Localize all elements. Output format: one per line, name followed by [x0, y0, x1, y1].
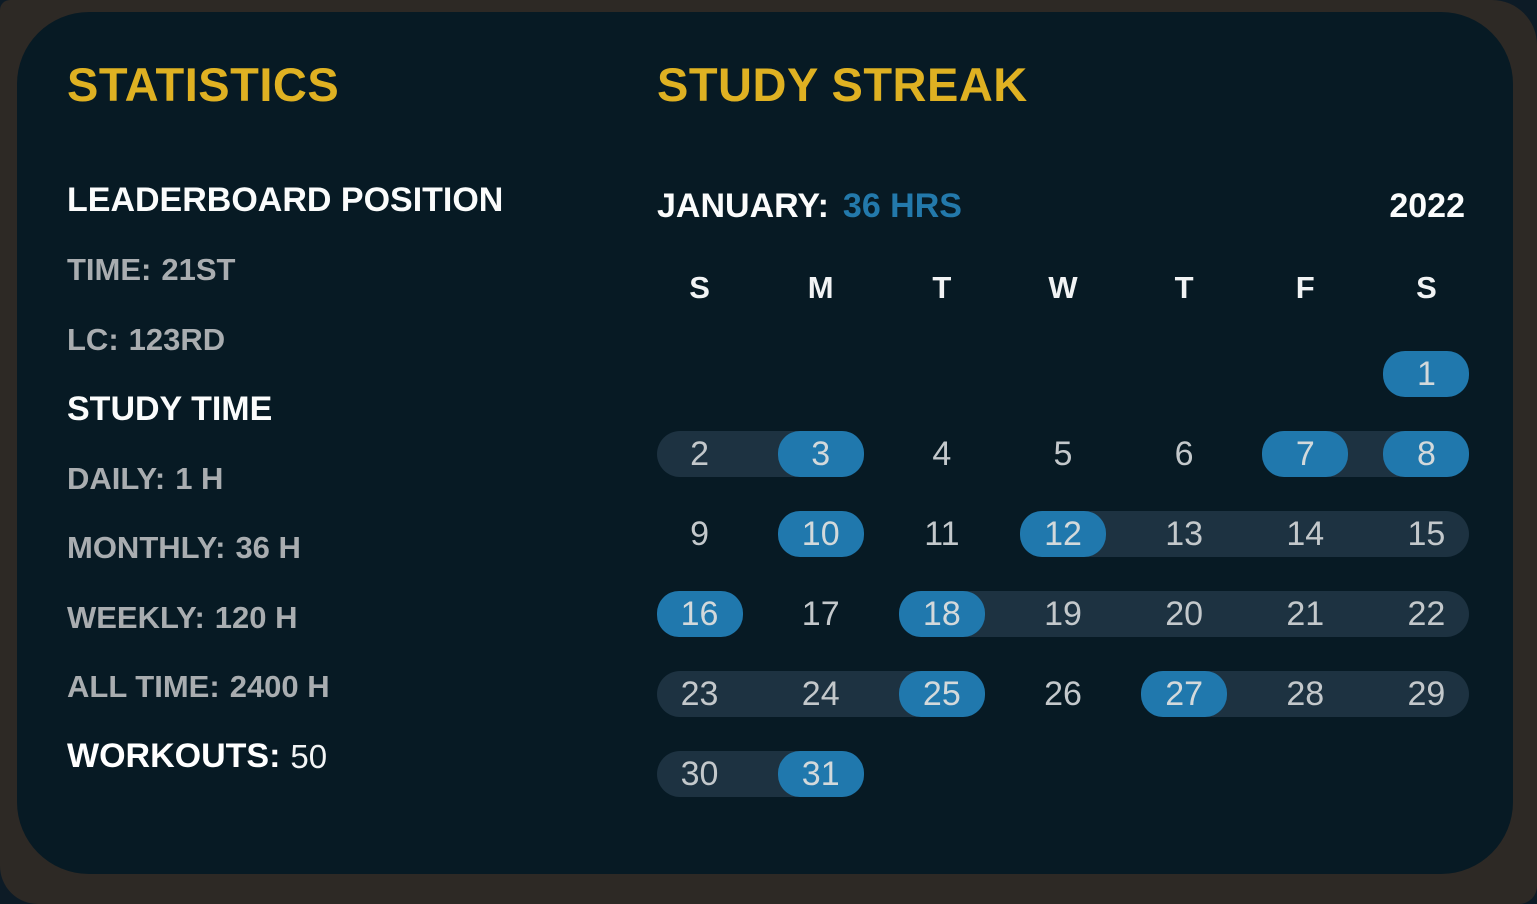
stat-value: 21ST: [161, 252, 236, 288]
calendar-day[interactable]: 9: [690, 515, 710, 553]
stat-line: STUDY TIME: [67, 375, 627, 445]
calendar-day[interactable]: 3: [777, 431, 864, 477]
calendar-week: 9 10 11 12 13 14 15: [639, 494, 1487, 574]
calendar-day[interactable]: 13: [1165, 515, 1204, 553]
weekday-header: W: [1048, 270, 1078, 305]
stat-value: 50: [290, 737, 328, 775]
statistics-title: STATISTICS: [67, 58, 340, 111]
calendar-day[interactable]: 18: [898, 591, 985, 637]
calendar-week: 16 17 18 19 20 21 22: [639, 574, 1487, 654]
calendar-day[interactable]: 6: [1174, 435, 1194, 473]
stat-label: WORKOUTS:: [67, 737, 281, 776]
calendar-day[interactable]: 22: [1407, 595, 1446, 633]
stat-label: TIME:: [67, 252, 152, 288]
streak-range-pill: [898, 591, 1470, 637]
stat-value: 1 H: [175, 460, 224, 496]
calendar-day[interactable]: 11: [924, 515, 960, 553]
calendar-day[interactable]: 8: [1383, 431, 1470, 477]
year-label: 2022: [1389, 186, 1465, 225]
calendar-day[interactable]: 15: [1407, 515, 1446, 553]
calendar-week: 1: [639, 334, 1487, 414]
calendar-day[interactable]: 23: [680, 675, 719, 713]
stat-line: DAILY: 1 H: [67, 444, 627, 514]
stat-line: WORKOUTS: 50: [67, 722, 627, 792]
month-label: JANUARY:: [657, 186, 829, 225]
stat-label: WEEKLY:: [67, 599, 205, 635]
stat-line: WEEKLY: 120 H: [67, 583, 627, 653]
calendar-day[interactable]: 10: [777, 511, 864, 557]
calendar-grid: 1 2 3 4 5 6 7 8 9 10 11 12 13 14 15 16 17 18 19 20 21 22 23 24 2…: [639, 334, 1487, 814]
weekday-header: T: [932, 270, 952, 305]
study-streak-title: STUDY STREAK: [657, 58, 1028, 111]
stat-line: LC: 123RD: [67, 305, 627, 375]
calendar-day[interactable]: 4: [932, 435, 952, 473]
calendar-day[interactable]: 1: [1383, 351, 1470, 397]
calendar-day[interactable]: 24: [801, 675, 840, 713]
weekday-header: S: [689, 270, 710, 305]
weekday-header: S: [1416, 270, 1437, 305]
calendar-day[interactable]: 31: [777, 751, 864, 797]
month-hours: 36 HRS: [842, 186, 962, 225]
calendar-day[interactable]: 19: [1044, 595, 1082, 633]
calendar-day[interactable]: 28: [1286, 675, 1325, 713]
stat-line: LEADERBOARD POSITION: [67, 166, 627, 236]
stat-label: MONTHLY:: [67, 530, 226, 566]
stat-value: 120 H: [214, 599, 298, 635]
calendar-week: 30 31: [639, 734, 1487, 814]
stat-line: TIME: 21ST: [67, 236, 627, 306]
calendar-day[interactable]: 25: [898, 671, 985, 717]
calendar-day[interactable]: 7: [1262, 431, 1349, 477]
calendar-week: 23 24 25 26 27 28 29: [639, 654, 1487, 734]
month-summary: JANUARY: 36 HRS 2022: [657, 186, 1465, 226]
stat-label: STUDY TIME: [67, 389, 273, 428]
weekday-header: M: [807, 270, 834, 305]
stat-label: DAILY:: [67, 460, 166, 496]
stat-value: 123RD: [128, 321, 226, 357]
calendar-day[interactable]: 14: [1286, 515, 1325, 553]
weekday-header: T: [1174, 270, 1194, 305]
stat-line: ALL TIME: 2400 H: [67, 653, 627, 723]
calendar-day[interactable]: 5: [1053, 435, 1073, 473]
stat-label: LEADERBOARD POSITION: [67, 181, 504, 220]
calendar-day[interactable]: 29: [1407, 675, 1446, 713]
calendar-day[interactable]: 17: [801, 595, 840, 633]
weekday-header: F: [1295, 270, 1315, 305]
calendar-day[interactable]: 21: [1286, 595, 1325, 633]
stats-card: STATISTICS LEADERBOARD POSITION TIME: 21ST…: [17, 12, 1513, 874]
stat-value: 2400 H: [229, 669, 330, 705]
calendar-day[interactable]: 27: [1141, 671, 1228, 717]
calendar-day[interactable]: 16: [656, 591, 743, 637]
calendar-day[interactable]: 12: [1020, 511, 1106, 557]
calendar-day[interactable]: 26: [1044, 675, 1082, 713]
stat-line: MONTHLY: 36 H: [67, 514, 627, 584]
statistics-lines: LEADERBOARD POSITION TIME: 21ST LC: 123RD STU…: [67, 166, 627, 792]
stat-value: 36 H: [235, 530, 301, 566]
calendar-day[interactable]: 30: [680, 755, 719, 793]
calendar-day[interactable]: 2: [690, 435, 710, 473]
stat-label: ALL TIME:: [67, 669, 220, 705]
stat-label: LC:: [67, 321, 119, 357]
calendar-day[interactable]: 20: [1165, 595, 1204, 633]
